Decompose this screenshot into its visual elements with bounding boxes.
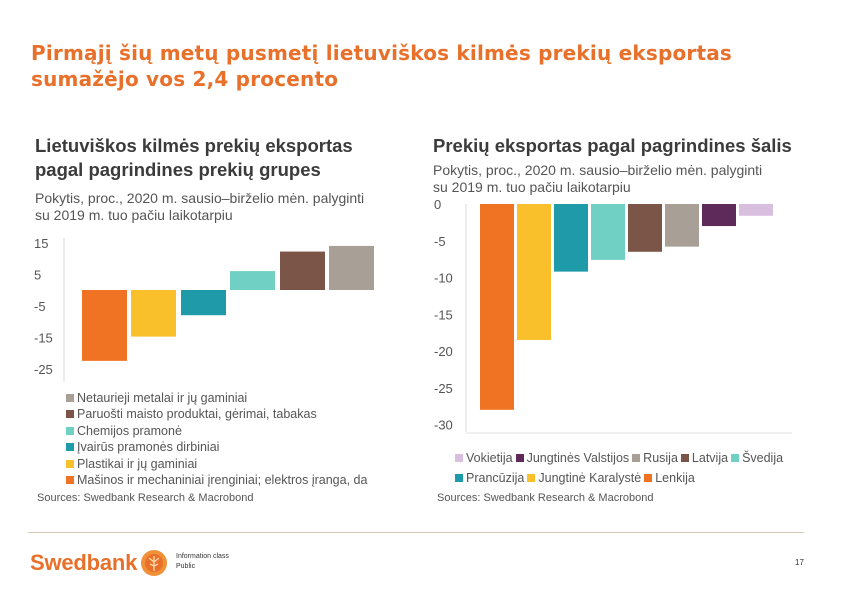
legend-swatch [644, 474, 653, 482]
legend-swatch [66, 443, 74, 452]
left-y-tick: 15 [34, 236, 48, 251]
left-bar [329, 245, 374, 290]
legend-swatch [680, 454, 689, 462]
left-bar [82, 290, 127, 361]
legend-item: Įvairūs pramonės dirbiniai [66, 439, 367, 455]
chart-left-title: Lietuviškos kilmės prekių eksportas paga… [35, 134, 353, 182]
legend-swatch [731, 454, 740, 462]
oak-tree-icon [141, 550, 168, 576]
legend-item: Latvija [680, 451, 729, 465]
right-bar [591, 204, 625, 260]
right-y-tick: -25 [434, 381, 453, 396]
right-bar [739, 204, 773, 216]
legend-label: Latvija [691, 451, 729, 465]
chart-right-subtitle: Pokytis, proc., 2020 m. sausio–birželio … [433, 162, 762, 196]
legend-label: Netaurieji metalai ir jų gaminiai [77, 391, 248, 405]
right-bar [628, 204, 662, 252]
right-y-tick: -15 [434, 307, 453, 322]
legend-label: Jungtinės Valstijos [526, 451, 630, 465]
legend-swatch [455, 474, 463, 482]
legend-label: Mašinos ir mechaniniai įrenginiai; elekt… [77, 473, 368, 488]
legend-item: Paruošti maisto produktai, gėrimai, taba… [66, 406, 367, 422]
slide-title-line1: Pirmąjį šių metų pusmetį lietuviškos kil… [31, 41, 733, 65]
legend-item: Jungtinės Valstijos [515, 451, 630, 465]
legend-item: Plastikai ir jų gaminiai [66, 456, 367, 472]
legend-swatch [632, 454, 641, 462]
chart-right-title: Prekių eksportas pagal pagrindines šalis [433, 134, 792, 158]
legend-item: Netaurieji metalai ir jų gaminiai [66, 390, 367, 406]
legend-swatch [455, 454, 463, 462]
right-y-tick: -30 [434, 418, 453, 433]
left-y-tick: -15 [34, 330, 53, 345]
information-class: Information class Public [176, 552, 229, 572]
chart-left-title-line2: pagal pagrindines prekių grupes [35, 159, 321, 180]
swedbank-logo: Swedbank [30, 548, 168, 578]
chart-left-subtitle: Pokytis, proc., 2020 m. sausio–birželio … [35, 190, 364, 224]
legend-label: Įvairūs pramonės dirbiniai [77, 440, 220, 455]
legend-label: Švedija [742, 451, 784, 465]
left-bar [230, 271, 275, 290]
left-y-tick: 5 [34, 267, 41, 282]
right-y-tick: -5 [434, 234, 446, 249]
right-y-tick: -20 [434, 344, 453, 359]
left-bar [280, 251, 325, 290]
legend-label: Plastikai ir jų gaminiai [77, 456, 198, 471]
left-bar [181, 290, 226, 316]
legend-swatch [527, 474, 536, 482]
chart-right-legend: Vokietija Jungtinės Valstijos Rusija Latvij… [455, 448, 800, 488]
info-line1: Information class [176, 553, 229, 560]
slide-title: Pirmąjį šių metų pusmetį lietuviškos kil… [31, 40, 811, 92]
legend-item: Švedija [731, 451, 783, 465]
legend-swatch [66, 410, 74, 419]
info-line2: Public [176, 563, 196, 570]
legend-label: Chemijos pramonė [77, 423, 182, 438]
chart-right-subtitle-line2: su 2019 m. tuo pačiu laikotarpiu [433, 179, 631, 195]
right-y-tick: -10 [434, 271, 453, 286]
legend-item: Lenkija [644, 471, 695, 485]
legend-label: Lenkija [655, 471, 695, 485]
legend-item: Mašinos ir mechaniniai įrenginiai; elekt… [66, 472, 367, 488]
chart-right-source: Sources: Swedbank Research & Macrobond [437, 492, 654, 504]
chart-left-source: Sources: Swedbank Research & Macrobond [37, 492, 254, 504]
page-number: 17 [795, 558, 804, 567]
legend-item: Vokietija [455, 451, 513, 465]
chart-left-legend: Netaurieji metalai ir jų gaminiai Paruošt… [66, 390, 367, 488]
legend-swatch [515, 454, 524, 462]
left-bar [131, 290, 176, 337]
right-bar [554, 204, 588, 272]
chart-left-subtitle-line1: Pokytis, proc., 2020 m. sausio–birželio … [35, 190, 365, 206]
left-y-tick: -5 [34, 299, 46, 314]
legend-label: Paruošti maisto produktai, gėrimai, taba… [77, 407, 317, 422]
slide-title-line2: sumažėjo vos 2,4 procento [31, 67, 339, 91]
legend-label: Jungtinė Karalystė [538, 471, 642, 485]
right-bar [480, 204, 514, 410]
right-bar [702, 204, 736, 227]
legend-item: Jungtinė Karalystė [527, 471, 641, 485]
legend-label: Rusija [643, 451, 678, 465]
legend-item: Rusija [632, 451, 678, 465]
legend-swatch [66, 459, 74, 468]
legend-label: Prancūzija [466, 471, 525, 485]
chart-left-title-line1: Lietuviškos kilmės prekių eksportas [35, 135, 353, 156]
legend-label: Vokietija [466, 451, 513, 465]
legend-item: Chemijos pramonė [66, 423, 367, 439]
left-y-tick: -25 [34, 362, 53, 377]
legend-swatch [66, 426, 74, 435]
chart-right-title-line1: Prekių eksportas pagal pagrindines šalis [433, 135, 792, 156]
right-bar [517, 204, 551, 340]
chart-right-subtitle-line1: Pokytis, proc., 2020 m. sausio–birželio … [433, 162, 763, 178]
legend-swatch [66, 394, 74, 402]
brand-name: Swedbank [30, 550, 138, 575]
right-y-tick: 0 [434, 197, 441, 212]
legend-item: Prancūzija [455, 471, 524, 485]
footer-divider [28, 532, 804, 533]
right-bar [665, 204, 699, 247]
chart-left-subtitle-line2: su 2019 m. tuo pačiu laikotarpiu [35, 207, 233, 223]
legend-swatch [66, 476, 74, 485]
